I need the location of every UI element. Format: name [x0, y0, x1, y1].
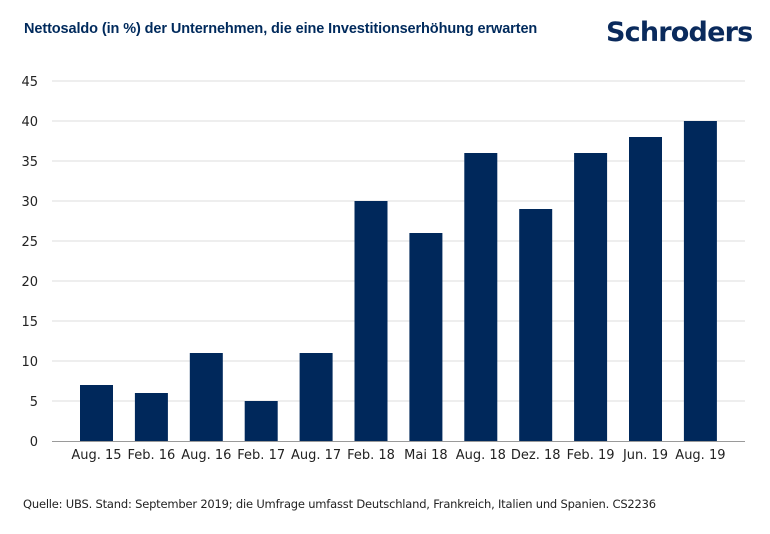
y-tick-label: 10 — [21, 355, 38, 370]
x-tick-label: Feb. 18 — [347, 448, 395, 463]
y-tick-label: 30 — [21, 195, 38, 210]
bar — [134, 393, 168, 441]
x-tick-label: Aug. 16 — [181, 448, 231, 463]
x-tick-label: Mai 18 — [404, 448, 447, 463]
x-axis-ticks: Aug. 15 Feb. 16 Aug. 16 Feb. 17 Aug. 17 Feb. … — [71, 448, 725, 463]
bar — [189, 353, 223, 441]
y-tick-label: 20 — [21, 275, 38, 290]
schroders-logo: Schroders — [606, 17, 753, 48]
x-tick-label: Dez. 18 — [511, 448, 561, 463]
bar — [299, 353, 333, 441]
bar — [354, 201, 388, 441]
y-tick-label: 40 — [21, 115, 38, 130]
bar — [80, 385, 113, 441]
bar — [244, 401, 278, 441]
y-tick-label: 5 — [30, 395, 38, 410]
bar — [683, 121, 717, 441]
x-tick-label: Aug. 18 — [456, 448, 506, 463]
x-tick-label: Aug. 17 — [291, 448, 341, 463]
x-tick-label: Jun. 19 — [622, 448, 668, 463]
y-axis-ticks: 0 5 10 15 20 25 30 35 40 45 — [21, 75, 38, 450]
bar — [574, 153, 608, 441]
source-note: Quelle: UBS. Stand: September 2019; die … — [23, 497, 656, 511]
y-tick-label: 45 — [21, 75, 38, 90]
bar — [464, 153, 498, 441]
bars — [80, 121, 717, 441]
x-tick-label: Feb. 17 — [237, 448, 285, 463]
y-tick-label: 25 — [21, 235, 38, 250]
x-tick-label: Aug. 19 — [675, 448, 725, 463]
x-tick-label: Aug. 15 — [71, 448, 121, 463]
bar — [519, 209, 553, 441]
y-tick-label: 35 — [21, 155, 38, 170]
x-tick-label: Feb. 16 — [127, 448, 175, 463]
x-tick-label: Feb. 19 — [567, 448, 615, 463]
bar — [409, 233, 443, 441]
bar — [629, 137, 662, 441]
y-tick-label: 0 — [30, 435, 38, 450]
y-tick-label: 15 — [21, 315, 38, 330]
chart-title: Nettosaldo (in %) der Unternehmen, die e… — [24, 21, 538, 37]
